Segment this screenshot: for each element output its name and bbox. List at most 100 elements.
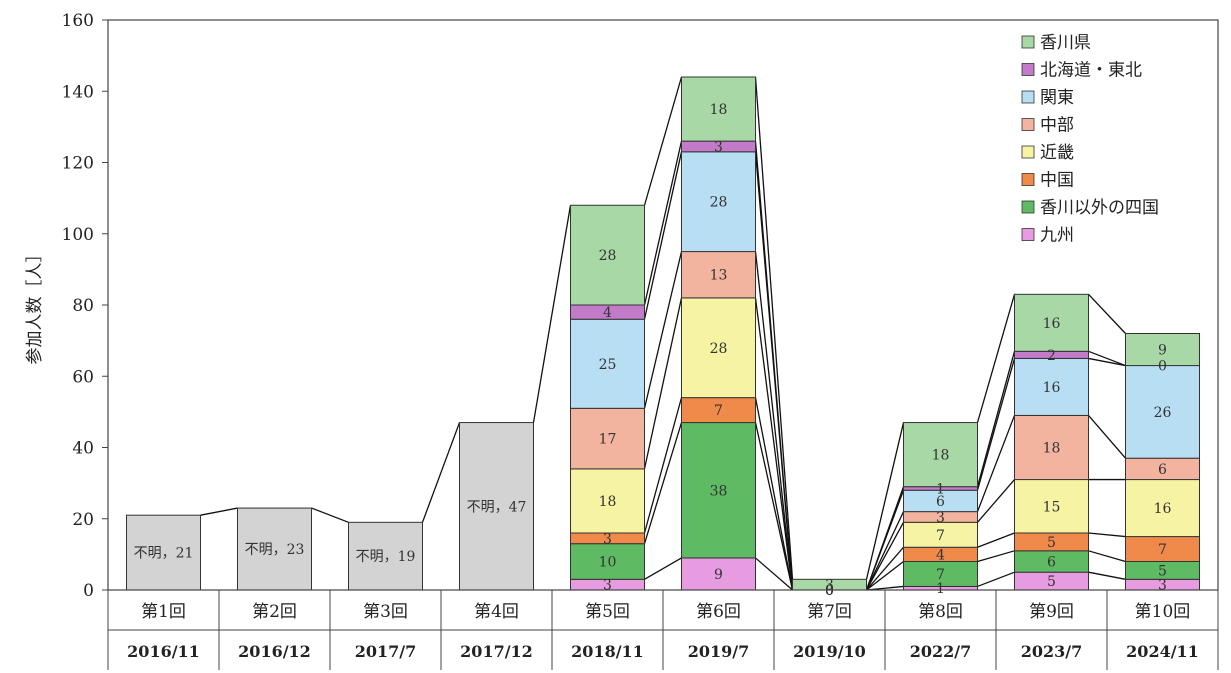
data-label: 16	[1043, 316, 1061, 332]
data-label: 7	[714, 403, 723, 419]
bar-segment	[570, 204, 645, 306]
legend-label: 九州	[1040, 226, 1074, 246]
data-label: 7	[936, 528, 945, 544]
legend-label: 関東	[1040, 88, 1074, 108]
legend-swatch	[1021, 63, 1035, 76]
connector-line	[200, 507, 238, 516]
connector-line	[754, 251, 794, 591]
data-label: 4	[603, 305, 612, 321]
date-label: 2017/12	[460, 642, 533, 661]
data-label: 16	[1043, 380, 1061, 396]
category-label: 第7回	[807, 602, 852, 622]
connector-line	[977, 550, 1015, 563]
date-label: 2019/7	[688, 642, 750, 661]
date-label: 2024/11	[1126, 642, 1199, 661]
bar-segment	[681, 297, 756, 399]
date-label: 2017/7	[355, 642, 417, 661]
connector-line	[977, 479, 1015, 523]
segment-labels: 不明，21 不明，23 不明，19不明，4731031817254289387281…	[134, 102, 1172, 599]
legend-swatch	[1021, 90, 1035, 104]
y-tick-label: 0	[83, 581, 94, 601]
date-label: 2023/7	[1021, 642, 1083, 661]
connector-line	[976, 415, 1016, 512]
data-label: 3	[825, 578, 834, 594]
data-label: 3	[603, 578, 612, 594]
bar-unknown	[459, 422, 534, 591]
bar-segment	[570, 318, 645, 409]
data-label: 17	[599, 432, 617, 448]
connector-line	[865, 511, 905, 591]
data-label: 3	[603, 531, 612, 547]
category-label: 第4回	[474, 602, 519, 622]
connector-line	[866, 560, 904, 591]
data-label: 6	[1047, 555, 1056, 571]
data-label: 0	[825, 583, 834, 599]
connector-line	[754, 76, 794, 580]
category-label: 第1回	[141, 602, 186, 622]
data-label: 5	[1047, 574, 1056, 590]
connector-line	[644, 557, 682, 580]
data-label: 不明，21	[134, 546, 194, 562]
category-label: 第10回	[1135, 602, 1191, 622]
bar-segment	[903, 521, 978, 548]
date-label: 2018/11	[571, 642, 644, 661]
data-label: 4	[936, 547, 945, 563]
category-label: 第9回	[1029, 602, 1074, 622]
category-label: 第2回	[252, 602, 297, 622]
connector-line	[976, 294, 1016, 423]
data-label: 不明，23	[245, 542, 305, 558]
data-label: 15	[1043, 499, 1061, 515]
connector-line	[643, 140, 683, 306]
bar-segment	[1125, 479, 1200, 538]
data-label: 7	[936, 567, 945, 583]
legend-label: 近畿	[1040, 143, 1074, 163]
data-label: 5	[1158, 563, 1167, 579]
data-label: 不明，19	[356, 549, 416, 565]
connector-line	[976, 358, 1016, 491]
legend-swatch	[1021, 145, 1035, 159]
legend-swatch	[1021, 35, 1035, 49]
legend-swatch	[1021, 118, 1035, 131]
data-label: 7	[1158, 542, 1167, 558]
category-table: 第1回 第2回 第3回 第4回 第5回 第6回 第7回 第8回 第9回 第10回 2016/11 20…	[107, 590, 1219, 670]
legend-swatch	[1021, 173, 1035, 186]
data-label: 6	[936, 494, 945, 510]
connector-lines	[200, 76, 1126, 591]
connector-line	[755, 557, 793, 591]
connector-line	[311, 507, 349, 523]
bar-segment	[1014, 293, 1089, 352]
connector-line	[1088, 293, 1126, 334]
y-tick-label: 80	[72, 296, 94, 316]
data-label: 18	[932, 448, 950, 464]
bar-segment	[681, 76, 756, 142]
y-tick-label: 160	[62, 11, 94, 31]
legend-label: 北海道・東北	[1040, 61, 1142, 81]
data-label: 18	[710, 102, 728, 118]
connector-line	[754, 141, 794, 591]
connector-line	[976, 351, 1016, 487]
bar-segment	[681, 151, 756, 253]
bar-segment	[681, 557, 756, 591]
connector-line	[977, 532, 1015, 548]
data-label: 16	[1154, 501, 1172, 517]
bar-segment	[1125, 333, 1200, 367]
category-label: 第5回	[585, 602, 630, 622]
category-label: 第3回	[363, 602, 408, 622]
bar-segment	[570, 407, 645, 470]
data-label: 不明，47	[467, 499, 527, 515]
legend-label: 香川県	[1040, 33, 1091, 53]
data-label: 3	[1158, 578, 1167, 594]
legend-label: 香川以外の四国	[1040, 198, 1159, 218]
data-label: 18	[1043, 441, 1061, 457]
connector-line	[866, 546, 904, 591]
data-label: 13	[710, 268, 728, 284]
connector-line	[643, 397, 683, 534]
data-label: 5	[1047, 535, 1056, 551]
y-tick-label: 100	[62, 225, 94, 245]
legend-label: 中部	[1040, 116, 1074, 136]
connector-line	[754, 397, 794, 591]
connector-line	[532, 205, 572, 423]
connector-line	[1088, 550, 1126, 563]
